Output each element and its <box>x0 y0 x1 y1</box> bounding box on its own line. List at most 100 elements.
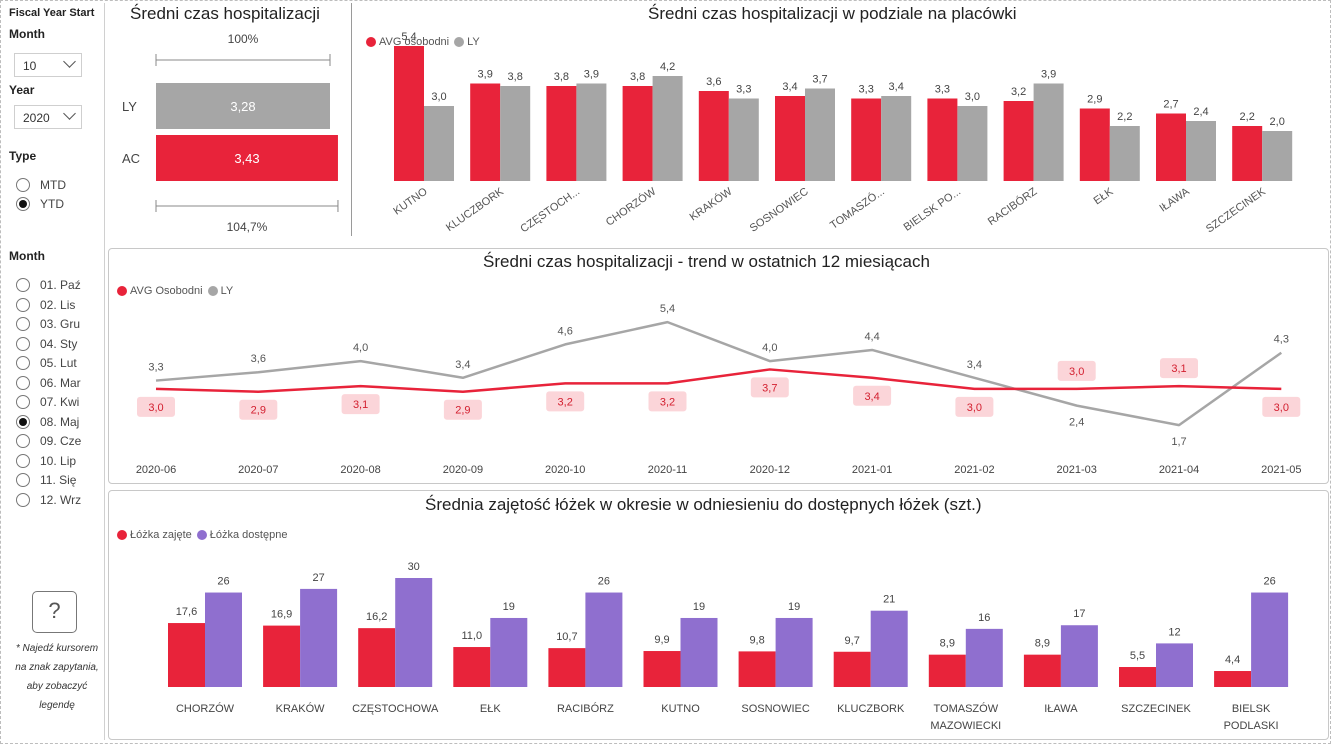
category-tick-label: SOSNOWIEC <box>748 186 811 235</box>
bar-value-label: 26 <box>217 576 229 588</box>
radio-button-icon[interactable] <box>16 395 30 409</box>
ly-series-line[interactable] <box>155 320 1283 427</box>
month-option[interactable]: 08. Maj <box>16 413 79 431</box>
bar-avg[interactable] <box>546 86 577 181</box>
bar-available[interactable] <box>965 628 1003 687</box>
avg-series-line[interactable] <box>155 368 1282 393</box>
month-option[interactable]: 11. Się <box>16 471 76 489</box>
bar-available[interactable] <box>680 617 718 687</box>
bar-ly[interactable] <box>424 106 454 181</box>
radio-button-icon[interactable] <box>16 375 30 390</box>
bar-occupied[interactable] <box>548 648 586 687</box>
category-tick-label: RACIBÓRZ <box>985 185 1039 228</box>
bar-ly[interactable] <box>576 83 607 182</box>
bar-available[interactable] <box>1156 643 1193 687</box>
bar-occupied[interactable] <box>643 651 681 687</box>
year-dropdown[interactable]: 2020 <box>14 105 82 129</box>
month-option[interactable]: 02. Lis <box>16 296 75 314</box>
trend-line-chart: 3,3 3,6 4,0 3,4 4,6 5,4 4,0 4,4 3,4 2,4 1,7 4,3 3,0 2… <box>136 303 1302 476</box>
bar-available[interactable] <box>775 617 813 687</box>
bar-ly[interactable] <box>1186 121 1216 181</box>
bar-value-label: 2,7 <box>1163 99 1178 111</box>
bar-available[interactable] <box>1251 592 1289 687</box>
type-option[interactable]: MTD <box>16 176 66 194</box>
month-option[interactable]: 12. Wrz <box>16 491 81 509</box>
bar-avg[interactable] <box>1079 108 1110 182</box>
bar-value-label: 21 <box>883 594 895 606</box>
bar-avg[interactable] <box>698 91 729 181</box>
bar-avg[interactable] <box>470 83 501 182</box>
bar-ly[interactable] <box>500 86 531 181</box>
bar-ly[interactable] <box>1262 131 1293 181</box>
radio-button-icon[interactable] <box>16 356 30 370</box>
legend-item-avg[interactable]: AVG Osobodni <box>117 285 203 297</box>
bar-available[interactable] <box>585 592 623 687</box>
bar-avg[interactable] <box>1156 113 1186 182</box>
legend-item-occupied[interactable]: Łóżka zajęte <box>117 529 192 541</box>
bar-occupied[interactable] <box>263 625 301 687</box>
ly-data-label: 4,0 <box>762 342 777 354</box>
bar-available[interactable] <box>205 592 242 687</box>
radio-button-icon[interactable] <box>16 278 30 292</box>
radio-button-icon[interactable] <box>16 317 30 331</box>
bar-available[interactable] <box>395 578 433 687</box>
bar-avg[interactable] <box>622 86 653 181</box>
bar-ly[interactable] <box>805 88 835 182</box>
bar-avg[interactable] <box>927 98 958 182</box>
avg-data-label: 3,2 <box>660 396 675 408</box>
radio-button-icon[interactable] <box>16 414 30 429</box>
bar-occupied[interactable] <box>358 628 396 687</box>
bar-ly[interactable] <box>728 98 759 182</box>
category-tick-label: SZCZECINEK <box>1204 185 1268 235</box>
bullet-bar-ly[interactable] <box>156 83 330 129</box>
bar-avg[interactable] <box>394 46 424 181</box>
bar-avg[interactable] <box>1003 101 1034 181</box>
month-option[interactable]: 03. Gru <box>16 315 80 333</box>
type-option[interactable]: YTD <box>16 195 64 213</box>
bar-available[interactable] <box>1060 625 1098 687</box>
month-option[interactable]: 10. Lip <box>16 452 76 470</box>
month-dropdown[interactable]: 10 <box>14 53 82 77</box>
radio-button-icon[interactable] <box>16 178 30 192</box>
ly-data-label: 3,4 <box>455 359 470 371</box>
bar-occupied[interactable] <box>168 623 205 687</box>
legend-item-ly[interactable]: LY <box>454 36 480 48</box>
bar-ly[interactable] <box>957 106 988 181</box>
bar-occupied[interactable] <box>1119 667 1156 687</box>
help-button[interactable]: ? <box>32 591 77 633</box>
bar-occupied[interactable] <box>738 651 776 687</box>
month-option[interactable]: 07. Kwi <box>16 393 79 411</box>
radio-button-icon[interactable] <box>16 336 30 351</box>
bar-available[interactable] <box>870 610 908 687</box>
legend-item-ly[interactable]: LY <box>207 285 233 297</box>
month-option[interactable]: 01. Paź <box>16 276 81 294</box>
radio-button-icon[interactable] <box>16 453 30 468</box>
month-option[interactable]: 09. Cze <box>16 432 81 450</box>
radio-button-icon[interactable] <box>16 473 30 487</box>
radio-button-icon[interactable] <box>16 492 30 507</box>
radio-button-icon[interactable] <box>16 434 30 448</box>
legend-item-avg[interactable]: AVG osobodni <box>366 36 449 48</box>
bar-available[interactable] <box>490 617 528 687</box>
bar-occupied[interactable] <box>928 654 966 687</box>
month-option[interactable]: 04. Sty <box>16 335 77 353</box>
bar-ly[interactable] <box>1033 83 1064 182</box>
bar-avg[interactable] <box>1232 126 1263 181</box>
bar-ly[interactable] <box>881 96 912 181</box>
radio-button-icon[interactable] <box>16 197 30 211</box>
bar-ly[interactable] <box>652 76 683 181</box>
legend-item-available[interactable]: Łóżka dostępne <box>196 529 287 541</box>
bullet-bar-ac[interactable] <box>156 135 338 181</box>
bar-avg[interactable] <box>775 96 805 181</box>
month-option[interactable]: 05. Lut <box>16 354 77 372</box>
radio-button-icon[interactable] <box>16 297 30 312</box>
bar-avg[interactable] <box>851 98 882 182</box>
bar-occupied[interactable] <box>453 647 491 687</box>
bar-occupied[interactable] <box>1023 654 1061 687</box>
bar-available[interactable] <box>300 588 338 687</box>
month-option[interactable]: 06. Mar <box>16 374 81 392</box>
bar-occupied[interactable] <box>1214 671 1252 687</box>
bar-value-label: 3,9 <box>584 69 599 81</box>
bar-occupied[interactable] <box>833 651 871 687</box>
bar-ly[interactable] <box>1109 126 1140 181</box>
